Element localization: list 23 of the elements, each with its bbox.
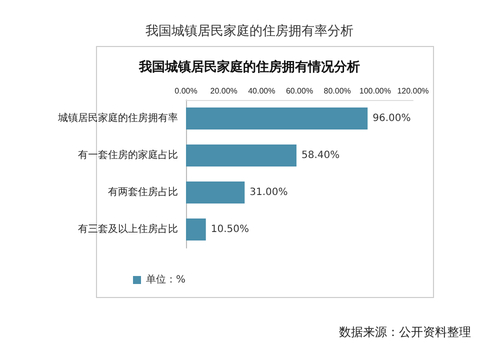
x-tick-label: 100.00%	[359, 86, 391, 96]
y-tick-label: 有三套及以上住房占比	[78, 223, 178, 235]
bar	[186, 144, 296, 166]
x-tick-label: 80.00%	[324, 86, 351, 96]
x-tick-label: 0.00%	[174, 86, 198, 96]
source-note: 数据来源：公开资料整理	[339, 325, 471, 339]
data-label: 96.00%	[372, 113, 411, 124]
x-tick-label: 20.00%	[210, 86, 238, 96]
y-tick-label: 有两套住房占比	[108, 186, 178, 198]
data-label: 31.00%	[250, 187, 288, 198]
bar	[186, 108, 368, 130]
chart-subtitle: 我国城镇居民家庭的住房拥有情况分析	[138, 59, 360, 75]
y-tick-label: 有一套住房的家庭占比	[78, 149, 178, 161]
data-label: 10.50%	[210, 224, 250, 235]
x-tick-label: 40.00%	[248, 86, 276, 96]
chart-title: 我国城镇居民家庭的住房拥有率分析	[146, 23, 354, 39]
y-tick-label: 城镇居民家庭的住房拥有率	[57, 112, 178, 124]
x-tick-label: 120.00%	[397, 86, 429, 96]
bar	[186, 182, 245, 204]
data-label: 58.40%	[301, 150, 340, 161]
legend-label: 单位：%	[146, 274, 186, 286]
bar	[186, 218, 206, 240]
x-tick-label: 60.00%	[286, 86, 314, 96]
